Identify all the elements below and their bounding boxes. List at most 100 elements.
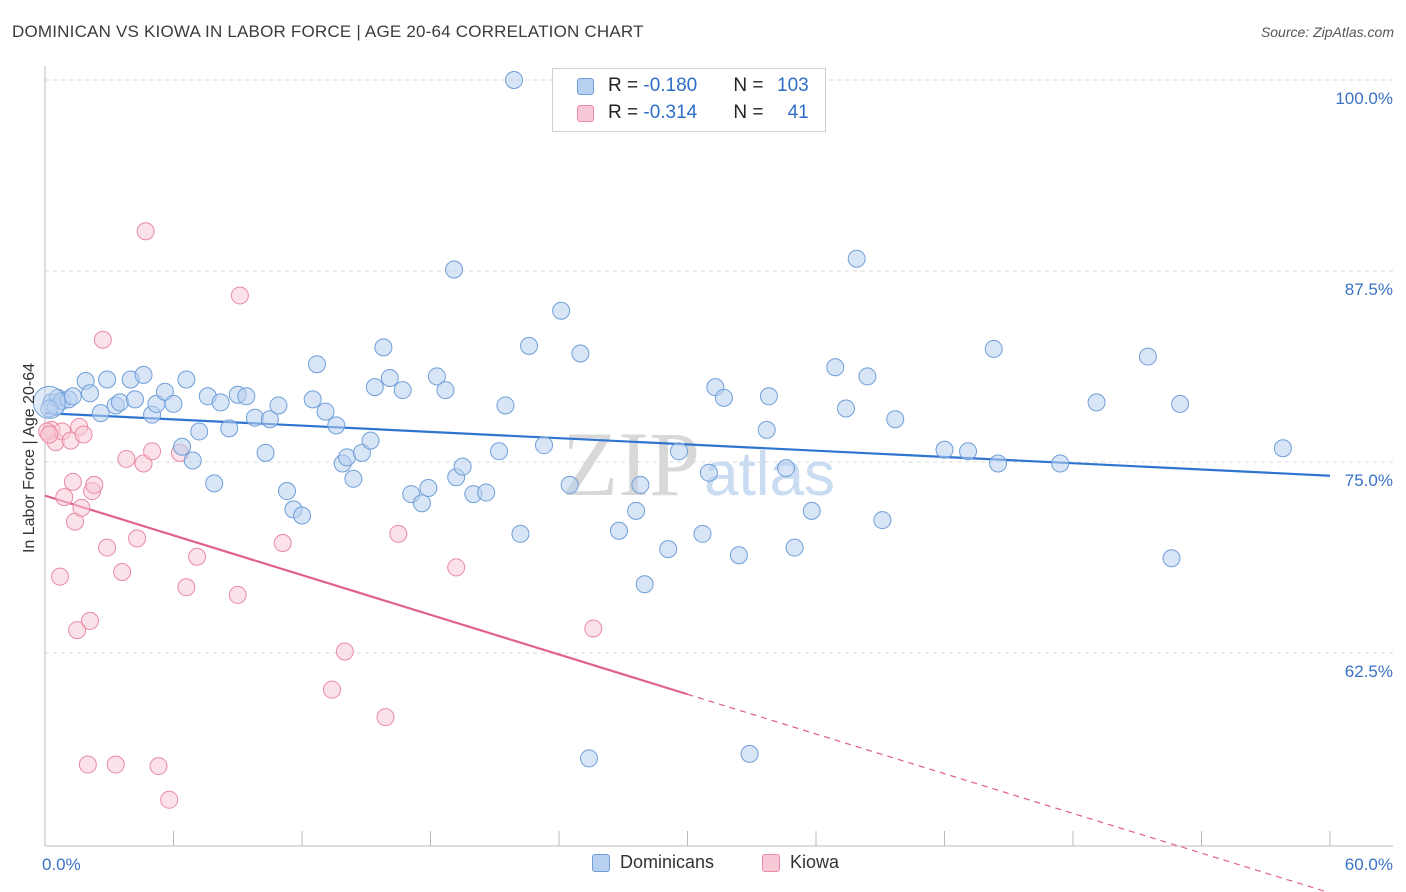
dominican-point: [205, 474, 224, 493]
r-label: R =: [608, 102, 644, 123]
kiowa-point: [230, 286, 249, 305]
kiowa-point: [134, 454, 153, 473]
dominican-point: [627, 501, 646, 520]
dominican-point: [858, 367, 877, 386]
dominican-point: [552, 301, 571, 320]
dominican-point: [344, 469, 363, 488]
kiowa-point: [113, 563, 132, 582]
dominican-point: [659, 540, 678, 559]
dominican-point: [125, 390, 144, 409]
chart-title: DOMINICAN VS KIOWA IN LABOR FORCE | AGE …: [12, 22, 644, 41]
kiowa-points: [38, 222, 603, 809]
dominican-point: [98, 370, 117, 389]
kiowa-point: [128, 529, 147, 548]
kiowa-point: [143, 442, 162, 461]
dominican-point: [1138, 347, 1157, 366]
x-tick-label: 0.0%: [42, 855, 81, 874]
dominican-point: [303, 390, 322, 409]
dominican-point: [802, 501, 821, 520]
r-value: -0.180: [643, 75, 698, 96]
dominican-point: [490, 442, 509, 461]
dominican-point: [984, 339, 1003, 358]
dominican-point: [826, 358, 845, 377]
dominican-point: [873, 511, 892, 530]
dominican-point: [635, 575, 654, 594]
y-tick-label: 75.0%: [1345, 471, 1393, 490]
dominican-point: [496, 396, 515, 415]
kiowa-trend-line: [44, 494, 688, 696]
kiowa-point: [74, 425, 93, 444]
series-legend: Dominicans Kiowa: [0, 852, 1406, 878]
kiowa-point: [63, 472, 82, 491]
dominican-points: [32, 71, 1292, 768]
dominican-point: [427, 367, 446, 386]
dominican-point: [886, 410, 905, 429]
kiowa-point: [389, 524, 408, 543]
n-label: N =: [733, 75, 769, 96]
dominican-point: [80, 384, 99, 403]
dominican-point: [380, 368, 399, 387]
dominican-point: [211, 393, 230, 412]
stats-row-dominicans: R = -0.180 N = 103: [577, 74, 809, 98]
dominican-point: [237, 387, 256, 406]
pink-swatch-icon: [762, 853, 780, 872]
axes: [44, 66, 1393, 847]
kiowa-point: [55, 488, 74, 507]
grid-lines: [45, 79, 1393, 654]
dominican-point: [1273, 439, 1292, 458]
dominican-point: [935, 440, 954, 459]
watermark-zip: ZIP: [562, 413, 700, 515]
dominican-point: [445, 260, 464, 279]
dominican-point: [155, 382, 174, 401]
dominican-point: [847, 249, 866, 268]
dominican-point: [1171, 394, 1190, 413]
kiowa-point: [188, 547, 207, 566]
dominican-point: [40, 399, 59, 418]
dominican-point: [110, 393, 129, 412]
legend-label: Kiowa: [790, 852, 840, 872]
dominican-point: [91, 404, 110, 423]
kiowa-point: [78, 755, 97, 774]
blue-swatch-icon: [592, 853, 610, 872]
n-value: 103: [777, 75, 809, 96]
pink-swatch-icon: [577, 104, 594, 122]
kiowa-point: [80, 611, 99, 630]
dominican-point: [560, 475, 579, 494]
dominican-point: [511, 524, 530, 543]
kiowa-point: [85, 475, 104, 494]
legend-item-kiowa: Kiowa: [762, 852, 839, 873]
dominican-point: [134, 365, 153, 384]
dominican-point: [453, 457, 472, 476]
dominican-point: [729, 546, 748, 565]
kiowa-point: [136, 222, 155, 241]
dominican-point: [245, 408, 264, 427]
kiowa-point: [40, 425, 59, 444]
kiowa-point: [93, 330, 112, 349]
kiowa-point: [160, 790, 179, 809]
dominican-point: [173, 437, 192, 456]
dominican-point: [714, 388, 733, 407]
dominican-point: [374, 338, 393, 357]
stats-legend: R = -0.180 N = 103 R = -0.314 N = 41: [552, 68, 826, 132]
y-tick-label: 87.5%: [1345, 280, 1393, 299]
dominican-point: [190, 422, 209, 441]
x-tick-label: 60.0%: [1345, 855, 1393, 874]
kiowa-point: [322, 680, 341, 699]
kiowa-point: [584, 619, 603, 638]
kiowa-point: [447, 558, 466, 577]
dominican-point: [269, 396, 288, 415]
dominican-point: [256, 443, 275, 462]
kiowa-point: [98, 538, 117, 557]
dominican-point: [63, 387, 82, 406]
dominican-point: [693, 524, 712, 543]
dominican-point: [352, 443, 371, 462]
dominican-point: [361, 431, 380, 450]
n-value: 41: [787, 102, 809, 123]
r-label: R =: [608, 75, 644, 96]
kiowa-point: [335, 642, 354, 661]
dominican-point: [220, 419, 239, 438]
dominican-point: [164, 394, 183, 413]
dominican-point: [393, 381, 412, 400]
kiowa-point: [50, 567, 69, 586]
